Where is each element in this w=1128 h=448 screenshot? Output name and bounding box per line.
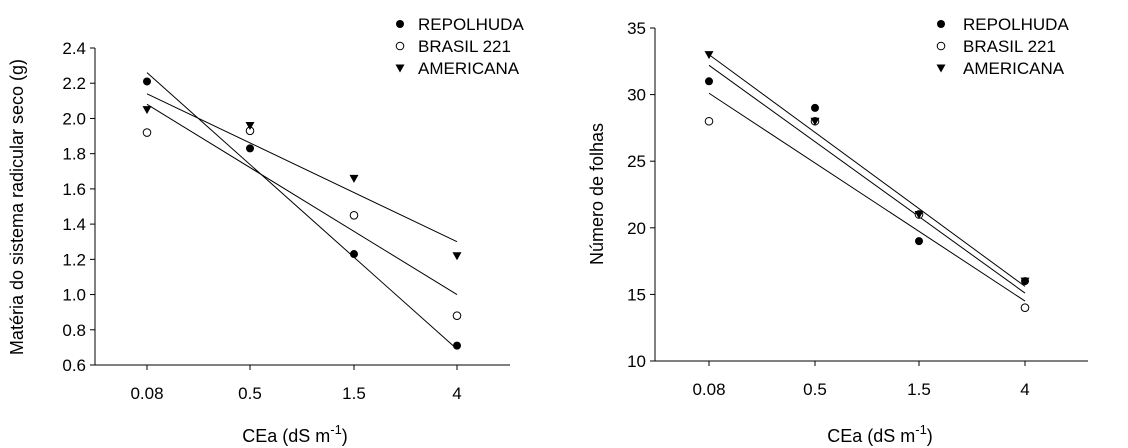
x-tick-label: 1.5 [907, 380, 931, 399]
trend-line-brasil-221 [708, 92, 1026, 302]
legend-label: AMERICANA [418, 59, 520, 78]
x-tick-label: 1.5 [342, 384, 366, 403]
x-tick-label: 0.5 [803, 380, 827, 399]
data-point-repolhuda [143, 77, 151, 86]
data-point-americana [704, 51, 714, 60]
data-point-brasil-221 [142, 128, 152, 137]
legend-marker [937, 20, 945, 28]
legend-marker [396, 20, 404, 28]
chart-panel-2: 10 15 20 25 30 35 0.08 0.5 1.5 4 CEa (dS m-1) Númer… [587, 15, 1088, 446]
x-tick-label: 0.08 [692, 380, 725, 399]
legend-marker [936, 41, 946, 51]
data-point-brasil-221 [704, 116, 714, 126]
y-tick-label: 1.6 [62, 180, 86, 199]
y-tick-label: 20 [627, 219, 646, 238]
y-tick-label: 0.6 [62, 356, 86, 375]
data-point-americana [142, 106, 152, 115]
data-point-repolhuda [453, 341, 461, 350]
y-axis-label: Matéria do sistema radicular seco (g) [7, 59, 27, 355]
data-point-brasil-221 [349, 211, 359, 220]
y-tick-label: 2.4 [62, 39, 86, 58]
x-tick-label: 4 [452, 384, 461, 403]
y-tick-label: 10 [627, 352, 646, 371]
legend-label: REPOLHUDA [418, 15, 524, 34]
data-point-repolhuda [350, 250, 358, 259]
y-tick-label: 25 [627, 152, 646, 171]
y-tick-label: 1.2 [62, 250, 86, 269]
y-tick-label: 2.2 [62, 74, 86, 93]
legend-marker [395, 41, 405, 51]
legend-label: AMERICANA [963, 59, 1065, 78]
y-tick-label: 0.8 [62, 321, 86, 340]
x-tick-label: 0.08 [130, 384, 163, 403]
x-tick-label: 0.5 [238, 384, 262, 403]
y-tick-label: 30 [627, 86, 646, 105]
legend-label: BRASIL 221 [963, 37, 1056, 56]
data-point-americana [245, 121, 255, 130]
data-point-repolhuda [246, 144, 254, 153]
x-tick-label: 4 [1020, 380, 1029, 399]
data-point-repolhuda [705, 77, 713, 86]
data-point-americana [914, 210, 924, 219]
trend-line-americana [146, 93, 458, 243]
y-tick-label: 35 [627, 19, 646, 38]
chart-panel-1: 0.6 0.8 1.0 1.2 1.4 1.6 1.8 2.0 2.2 2.4 0.08 0.5 1.5… [7, 15, 525, 446]
trend-line-brasil-221 [146, 103, 458, 295]
data-point-brasil-221 [1020, 303, 1030, 313]
y-tick-label: 15 [627, 285, 646, 304]
trend-line-americana [708, 54, 1026, 287]
y-tick-label: 1.4 [62, 215, 86, 234]
data-point-americana [349, 174, 359, 183]
trend-line-repolhuda [708, 64, 1026, 294]
x-axis-label: CEa (dS m-1) [827, 422, 933, 446]
y-tick-label: 1.8 [62, 145, 86, 164]
trend-line-repolhuda [146, 72, 458, 350]
y-tick-label: 1.0 [62, 286, 86, 305]
data-point-repolhuda [811, 103, 819, 112]
legend-label: REPOLHUDA [963, 15, 1069, 34]
data-point-americana [452, 252, 462, 261]
legend-marker [936, 64, 946, 73]
y-axis-label: Número de folhas [587, 123, 607, 265]
data-point-brasil-221 [452, 311, 462, 320]
legend-marker [395, 64, 405, 73]
data-point-americana [810, 117, 820, 126]
data-point-americana [1020, 277, 1030, 286]
legend-label: BRASIL 221 [418, 37, 511, 56]
data-point-repolhuda [915, 237, 923, 246]
x-axis-label: CEa (dS m-1) [242, 422, 348, 446]
y-tick-label: 2.0 [62, 109, 86, 128]
